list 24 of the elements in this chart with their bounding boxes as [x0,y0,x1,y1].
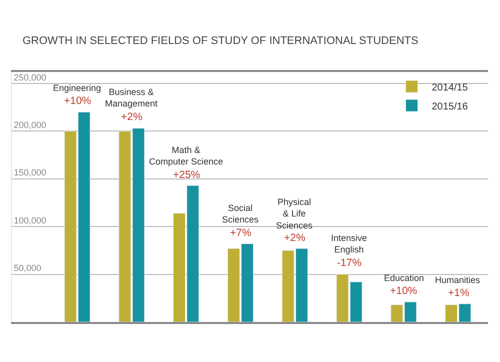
x-tick-label: Education [384,273,424,283]
x-tick-label: Engineering [53,83,102,93]
x-tick-label: Social Sciences [222,203,260,225]
legend-label: 2014/15 [432,82,468,94]
y-tick-label: 50,000 [14,263,42,274]
annotation: +1% [448,287,470,299]
annotation: +2% [121,111,142,123]
y-tick-label: 250,000 [14,72,46,82]
x-tick-label: Physical & Life Sciences [276,197,314,230]
x-tick-label: Math & Computer Science [149,145,224,167]
y-tick-label: 150,000 [14,168,46,178]
chart-title: GROWTH IN SELECTED FIELDS OF STUDY OF INTERNATIONAL STUDENTS [22,34,418,47]
x-tick-label: Humanities [435,275,481,285]
y-tick-label: 200,000 [14,120,46,130]
legend-label: 2015/16 [432,101,468,112]
annotation: +10% [64,95,92,107]
x-tick-label: Business & Management [105,87,158,109]
x-tick-label: Intensive English [331,233,368,255]
y-tick-label: 100,000 [14,215,46,226]
annotation: +7% [230,227,252,239]
annotation: +10% [390,285,418,297]
annotation: -17% [337,257,362,269]
annotation: +2% [284,232,306,244]
annotation: +25% [173,169,200,181]
